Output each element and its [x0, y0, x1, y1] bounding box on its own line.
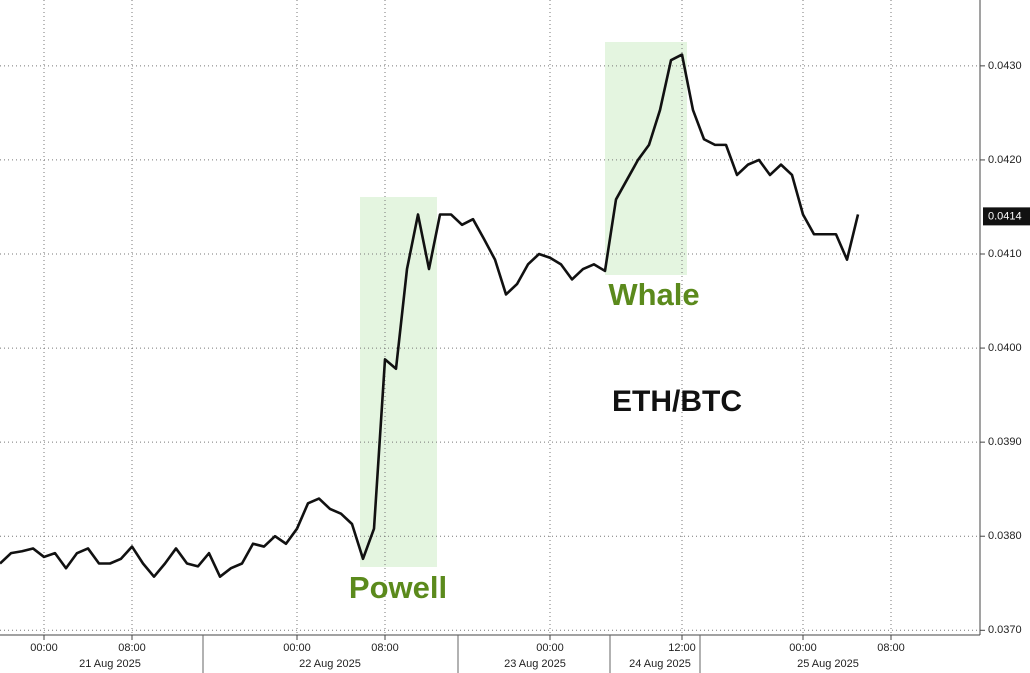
plot: [0, 53, 860, 578]
y-tick-label: 0.0410: [988, 248, 1022, 260]
x-tick-label: 08:00: [371, 642, 399, 654]
date-label: 22 Aug 2025: [299, 658, 361, 670]
powell-highlight: [360, 197, 437, 567]
whale-highlight: [605, 42, 687, 275]
chart-title: ETH/BTC: [612, 385, 742, 418]
price-line: [0, 53, 860, 578]
y-tick-label: 0.0430: [988, 60, 1022, 72]
x-tick-label: 08:00: [877, 642, 905, 654]
y-tick-label: 0.0420: [988, 154, 1022, 166]
x-tick-label: 00:00: [30, 642, 58, 654]
date-label: 24 Aug 2025: [629, 658, 691, 670]
x-tick-label: 00:00: [536, 642, 564, 654]
x-tick-label: 00:00: [789, 642, 817, 654]
y-tick-label: 0.0390: [988, 436, 1022, 448]
date-label: 25 Aug 2025: [797, 658, 859, 670]
date-label: 23 Aug 2025: [504, 658, 566, 670]
grid: [0, 0, 980, 635]
y-tick-label: 0.0400: [988, 342, 1022, 354]
x-tick-label: 12:00: [668, 642, 696, 654]
y-tick-label: 0.0380: [988, 530, 1022, 542]
x-tick-label: 08:00: [118, 642, 146, 654]
annotation: Whale: [608, 277, 699, 312]
date-label: 21 Aug 2025: [79, 658, 141, 670]
last-value-box: [983, 207, 1030, 226]
x-tick-label: 00:00: [283, 642, 311, 654]
annotation: Powell: [349, 570, 447, 605]
last-value-label: 0.0414: [988, 210, 1022, 222]
y-tick-label: 0.0370: [988, 624, 1022, 636]
